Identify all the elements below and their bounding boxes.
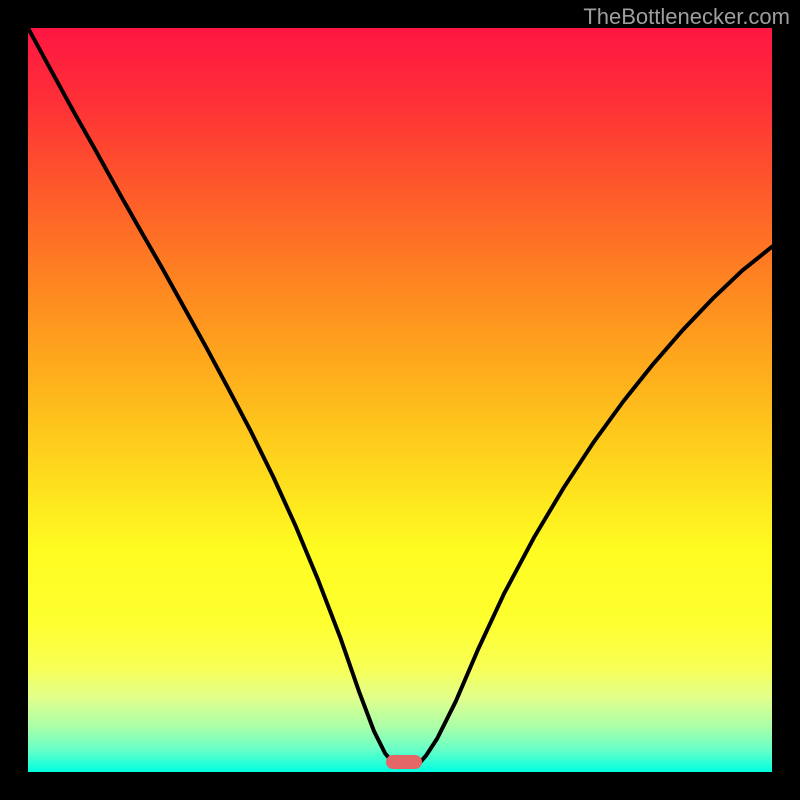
chart-container: TheBottlenecker.com xyxy=(0,0,800,800)
optimal-marker xyxy=(386,755,422,769)
plot-area xyxy=(28,28,772,772)
watermark-text: TheBottlenecker.com xyxy=(583,4,790,30)
bottleneck-curve xyxy=(28,28,772,772)
